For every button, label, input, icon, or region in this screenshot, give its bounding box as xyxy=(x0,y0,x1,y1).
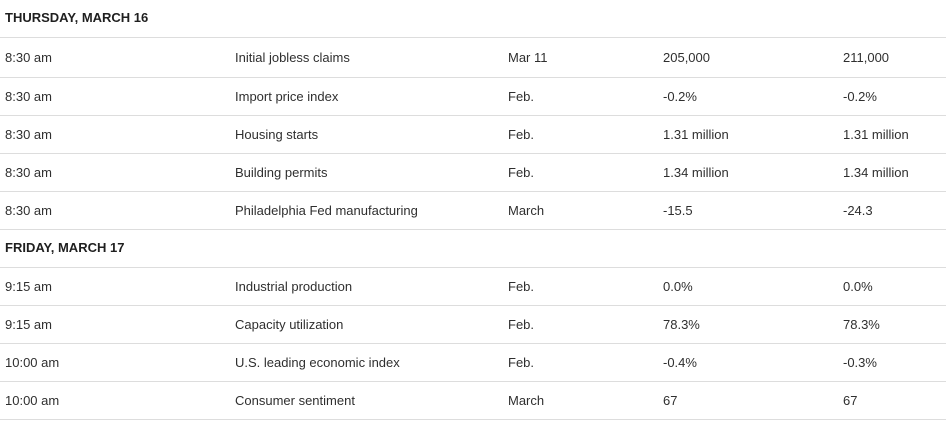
report-cell: Consumer sentiment xyxy=(235,393,355,408)
day-label: THURSDAY, MARCH 16 xyxy=(5,10,149,25)
table-row: 8:30 am Import price index Feb. -0.2% -0… xyxy=(0,78,946,116)
value1-cell: -0.4% xyxy=(663,355,697,370)
economic-calendar: THURSDAY, MARCH 16 8:30 am Initial joble… xyxy=(0,0,946,420)
value2-cell: 67 xyxy=(843,393,858,408)
day-label: FRIDAY, MARCH 17 xyxy=(5,240,125,255)
table-row: 8:30 am Initial jobless claims Mar 11 20… xyxy=(0,38,946,78)
report-cell: Capacity utilization xyxy=(235,317,344,332)
time-cell: 9:15 am xyxy=(5,317,52,332)
report-cell: Initial jobless claims xyxy=(235,50,350,65)
table-row: 9:15 am Industrial production Feb. 0.0% … xyxy=(0,268,946,306)
table-row: 10:00 am Consumer sentiment March 67 67 xyxy=(0,382,946,420)
period-cell: Feb. xyxy=(508,89,535,104)
value2-cell: -0.2% xyxy=(843,89,877,104)
table-row: 8:30 am Housing starts Feb. 1.31 million… xyxy=(0,116,946,154)
value1-cell: -15.5 xyxy=(663,203,693,218)
value1-cell: 1.34 million xyxy=(663,165,729,180)
day-header-thursday: THURSDAY, MARCH 16 xyxy=(0,0,946,38)
period-cell: Feb. xyxy=(508,165,535,180)
value1-cell: 1.31 million xyxy=(663,127,729,142)
value1-cell: -0.2% xyxy=(663,89,697,104)
time-cell: 10:00 am xyxy=(5,393,60,408)
report-cell: U.S. leading economic index xyxy=(235,355,400,370)
report-cell: Philadelphia Fed manufacturing xyxy=(235,203,418,218)
period-cell: Feb. xyxy=(508,355,535,370)
value2-cell: 1.31 million xyxy=(843,127,909,142)
value1-cell: 0.0% xyxy=(663,279,693,294)
report-cell: Housing starts xyxy=(235,127,319,142)
value2-cell: -0.3% xyxy=(843,355,877,370)
period-cell: Feb. xyxy=(508,279,535,294)
table-row: 8:30 am Building permits Feb. 1.34 milli… xyxy=(0,154,946,192)
time-cell: 10:00 am xyxy=(5,355,60,370)
report-cell: Industrial production xyxy=(235,279,353,294)
period-cell: Mar 11 xyxy=(508,50,548,65)
period-cell: March xyxy=(508,393,545,408)
time-cell: 8:30 am xyxy=(5,165,52,180)
value2-cell: 78.3% xyxy=(843,317,880,332)
value2-cell: 1.34 million xyxy=(843,165,909,180)
table-row: 8:30 am Philadelphia Fed manufacturing M… xyxy=(0,192,946,230)
value1-cell: 78.3% xyxy=(663,317,700,332)
period-cell: Feb. xyxy=(508,127,535,142)
time-cell: 9:15 am xyxy=(5,279,52,294)
period-cell: March xyxy=(508,203,545,218)
time-cell: 8:30 am xyxy=(5,203,52,218)
report-cell: Building permits xyxy=(235,165,328,180)
table-row: 9:15 am Capacity utilization Feb. 78.3% … xyxy=(0,306,946,344)
value1-cell: 205,000 xyxy=(663,50,710,65)
value2-cell: -24.3 xyxy=(843,203,873,218)
time-cell: 8:30 am xyxy=(5,50,52,65)
time-cell: 8:30 am xyxy=(5,127,52,142)
period-cell: Feb. xyxy=(508,317,535,332)
time-cell: 8:30 am xyxy=(5,89,52,104)
value1-cell: 67 xyxy=(663,393,678,408)
value2-cell: 211,000 xyxy=(843,50,890,65)
report-cell: Import price index xyxy=(235,89,339,104)
day-header-friday: FRIDAY, MARCH 17 xyxy=(0,230,946,268)
table-row: 10:00 am U.S. leading economic index Feb… xyxy=(0,344,946,382)
value2-cell: 0.0% xyxy=(843,279,873,294)
